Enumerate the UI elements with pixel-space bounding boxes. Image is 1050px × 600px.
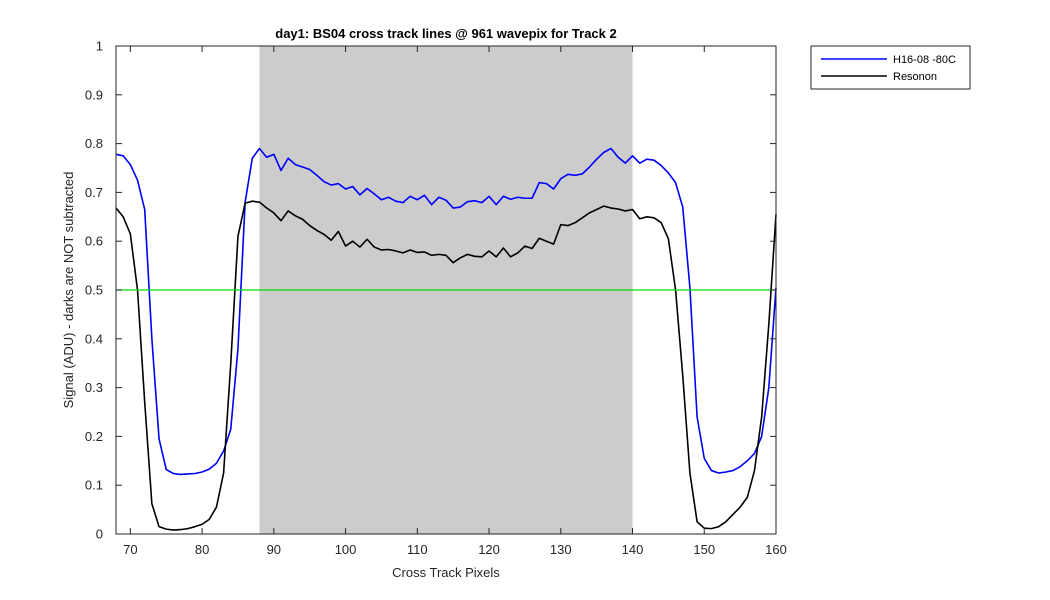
legend-box (810, 45, 971, 90)
y-tick-label: 0.7 (85, 185, 103, 200)
y-tick-label: 0.5 (85, 283, 103, 298)
x-tick-label: 80 (195, 542, 209, 557)
series-line-resonon (115, 200, 777, 531)
x-tick-label: 160 (765, 542, 787, 557)
x-tick-label: 100 (335, 542, 357, 557)
x-tick-label: 70 (123, 542, 137, 557)
y-tick-label: 0 (96, 527, 103, 542)
legend: H16-08 -80C Resonon (810, 45, 971, 90)
x-tick-label: 110 (407, 542, 428, 557)
x-tick-label: 140 (622, 542, 644, 557)
y-tick-label: 0.9 (85, 87, 103, 102)
series-layer (115, 147, 777, 531)
y-tick-label: 1 (96, 39, 103, 54)
chart-title: day1: BS04 cross track lines @ 961 wavep… (275, 26, 616, 41)
x-tick-label: 90 (267, 542, 281, 557)
y-tick-label: 0.6 (85, 234, 103, 249)
plot-area: 70 80 90 100 110 120 130 140 150 160 0 0.1 0.2 0.3 0.… (85, 39, 787, 558)
y-tick-label: 0.8 (85, 136, 103, 151)
x-axis-label: Cross Track Pixels (392, 565, 500, 580)
legend-label-h16-08: H16-08 -80C (893, 54, 956, 66)
y-tick-label: 0.1 (85, 478, 103, 493)
x-tick-label: 120 (478, 542, 500, 557)
y-axis-ticks: 0 0.1 0.2 0.3 0.4 0.5 0.6 0.7 0.8 0.9 1 (85, 39, 776, 542)
x-tick-label: 150 (693, 542, 715, 557)
x-axis-ticks: 70 80 90 100 110 120 130 140 150 160 (123, 46, 787, 557)
y-tick-label: 0.2 (85, 429, 103, 444)
y-tick-label: 0.4 (85, 331, 103, 346)
x-tick-label: 130 (550, 542, 572, 557)
y-axis-label: Signal (ADU) - darks are NOT subtracted (61, 172, 76, 409)
y-tick-label: 0.3 (85, 380, 103, 395)
legend-label-resonon: Resonon (893, 71, 937, 83)
